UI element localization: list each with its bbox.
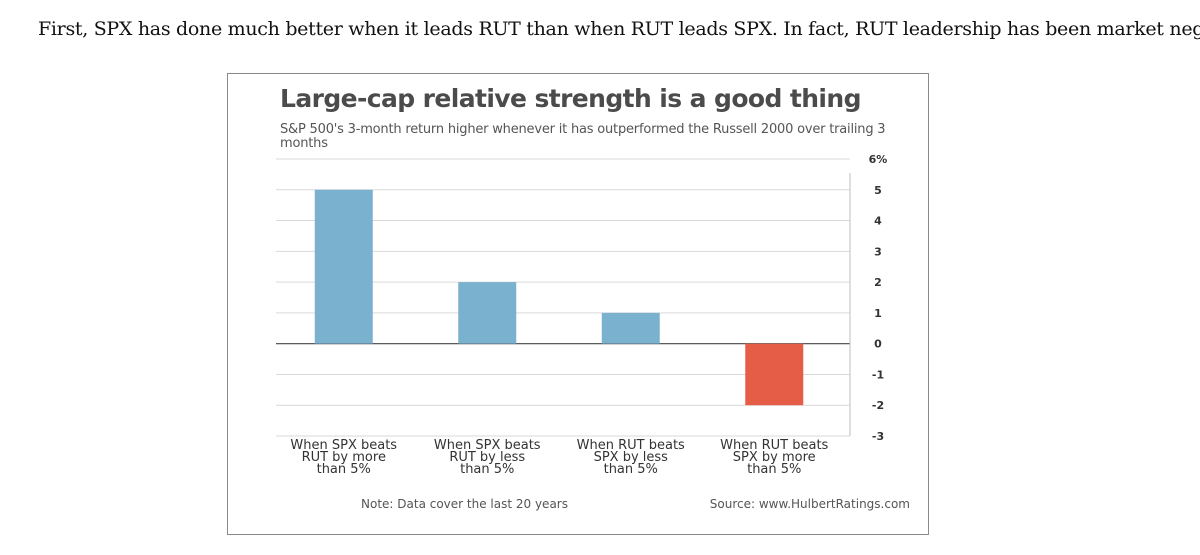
category-label-line: When RUT beats [720, 438, 828, 453]
bar [601, 312, 660, 344]
y-tick-label: -3 [872, 430, 884, 443]
chart-source: Source: www.HulbertRatings.com [709, 497, 910, 511]
y-tick-label: 5 [874, 184, 882, 197]
category-label: When SPX beats RUT by more than 5% [290, 438, 397, 477]
y-tick-label: -2 [872, 399, 884, 412]
chart-note: Note: Data cover the last 20 years [361, 497, 568, 511]
category-label-line: RUT by less [449, 450, 525, 465]
chart-container: Large-cap relative strength is a good th… [227, 73, 929, 535]
y-tick-label: -1 [872, 368, 884, 381]
bar [314, 189, 373, 344]
bar [745, 343, 804, 406]
category-label-line: SPX by less [594, 450, 669, 465]
category-label-line: When SPX beats [434, 438, 541, 453]
category-label-line: RUT by more [302, 450, 386, 465]
y-tick-label: 4 [874, 215, 882, 228]
y-tick-label: 3 [874, 245, 882, 258]
category-label-line: than 5% [460, 462, 514, 477]
y-tick-label: 1 [874, 307, 882, 320]
chart-subtitle: S&P 500's 3-month return higher whenever… [280, 122, 886, 151]
chart-title: Large-cap relative strength is a good th… [280, 84, 861, 113]
category-label-line: When RUT beats [577, 438, 685, 453]
y-tick-label: 2 [874, 276, 882, 289]
y-tick-label: 0 [874, 338, 882, 351]
category-label-line: When SPX beats [290, 438, 397, 453]
intro-paragraph: First, SPX has done much better when it … [38, 18, 1200, 40]
category-label-line: than 5% [747, 462, 801, 477]
category-label-line: SPX by more [733, 450, 816, 465]
category-label-line: than 5% [317, 462, 371, 477]
category-label: When SPX beats RUT by less than 5% [434, 438, 541, 477]
y-tick-label: 6% [869, 153, 888, 166]
category-label: When RUT beats SPX by more than 5% [720, 438, 828, 477]
bar [458, 282, 517, 344]
category-label-line: than 5% [604, 462, 658, 477]
category-label: When RUT beats SPX by less than 5% [577, 438, 685, 477]
